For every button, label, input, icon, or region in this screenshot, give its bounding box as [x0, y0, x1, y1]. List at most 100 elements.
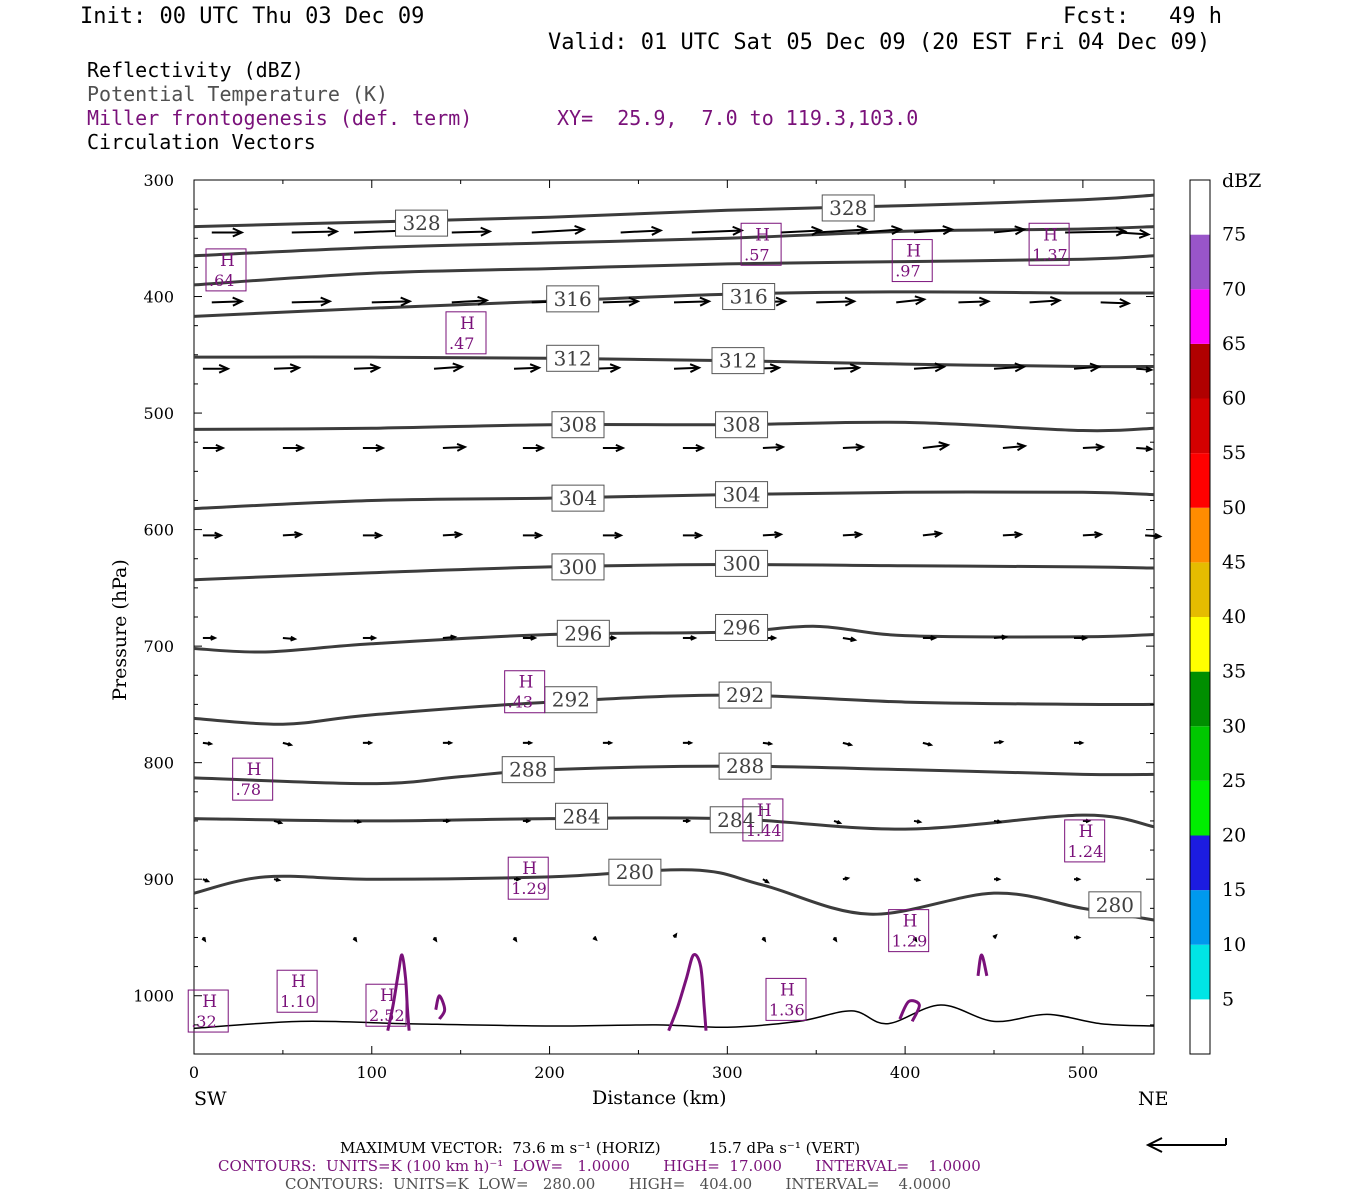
- circulation-vector-head: [609, 363, 622, 373]
- circulation-vector-head: [933, 530, 944, 538]
- theta-contour-label: 308: [559, 413, 597, 437]
- circulation-vector-head: [432, 937, 438, 943]
- y-tick-label: 600: [143, 521, 174, 540]
- circulation-vector-head: [480, 226, 493, 237]
- circulation-vector-head: [215, 443, 226, 453]
- circulation-vector-head: [995, 876, 1002, 882]
- frontogenesis-max-box: [1064, 819, 1106, 863]
- frontogenesis-max-marker: H: [202, 992, 217, 1012]
- x-tick-label: 100: [357, 1063, 388, 1082]
- colorbar-swatch: [1190, 890, 1210, 945]
- colorbar-level-label: 10: [1222, 934, 1246, 956]
- circulation-vector-head: [214, 531, 224, 540]
- frontogenesis-max-value: .57: [744, 245, 769, 264]
- circulation-vector-head: [456, 442, 468, 452]
- circulation-vector: [620, 229, 661, 234]
- colorbar-swatch: [1190, 453, 1210, 508]
- colorbar-level-label: 15: [1222, 879, 1246, 901]
- colorbar-swatch: [1190, 180, 1210, 235]
- colorbar-swatch: [1190, 835, 1210, 891]
- frontogenesis-max-box: [1028, 222, 1070, 266]
- frontogenesis-max-value: .43: [508, 693, 533, 712]
- theta-contour: [193, 764, 1155, 786]
- circulation-vector: [1136, 447, 1152, 451]
- legend-vectors: Circulation Vectors: [87, 130, 316, 154]
- frontogenesis-max-box: [276, 969, 318, 1013]
- circulation-vector-head: [445, 818, 452, 824]
- colorbar-swatch: [1190, 343, 1210, 399]
- circulation-vector-head: [694, 531, 704, 540]
- circulation-vector: [531, 228, 584, 234]
- circulation-vector-head: [574, 224, 587, 235]
- valid-time: Valid: 01 UTC Sat 05 Dec 09 (20 EST Fri …: [548, 30, 1211, 55]
- circulation-vector: [451, 299, 487, 304]
- theta-contour: [193, 193, 1155, 229]
- circulation-vector-head: [651, 225, 664, 236]
- circulation-vector: [860, 228, 901, 234]
- circulation-vector-head: [232, 296, 245, 307]
- circulation-vector: [282, 533, 301, 537]
- circulation-vector-head: [1145, 445, 1154, 452]
- circulation-vector: [353, 366, 380, 370]
- theta-label-box: [551, 553, 605, 581]
- theta-contour-label: 288: [726, 754, 764, 778]
- circulation-vector: [442, 533, 461, 537]
- theta-contour: [193, 420, 1155, 433]
- circulation-vector: [291, 230, 337, 234]
- theta-contour-label: 312: [554, 346, 592, 370]
- circulation-vector-head: [914, 295, 927, 306]
- circulation-vector-head: [374, 531, 384, 540]
- colorbar-swatch: [1190, 617, 1210, 672]
- theta-contour: [193, 693, 1155, 726]
- theta-contour-label: 300: [559, 555, 597, 579]
- circulation-vector-head: [1081, 635, 1089, 641]
- theta-contour-label: 288: [509, 758, 547, 782]
- frontogenesis-max-value: 1.29: [511, 879, 547, 898]
- theta-contour-label: 316: [554, 287, 592, 311]
- circulation-vector-head: [847, 742, 854, 747]
- frontogenesis-contour: [434, 994, 447, 1020]
- circulation-vector: [922, 532, 941, 537]
- colorbar-swatch: [1190, 398, 1210, 454]
- circulation-vector: [913, 365, 945, 370]
- circulation-vector-head: [1094, 531, 1104, 539]
- theta-label-box: [718, 681, 772, 709]
- y-tick-label: 400: [143, 288, 174, 307]
- circulation-vector-head: [916, 819, 923, 824]
- circulation-vector-head: [689, 363, 702, 373]
- circulation-vector-head: [844, 876, 851, 881]
- circulation-vector: [833, 366, 860, 370]
- colorbar-title: dBZ: [1222, 170, 1262, 192]
- theta-contour: [193, 868, 1155, 922]
- theta-label-box: [715, 481, 769, 509]
- circulation-vector-head: [832, 937, 838, 943]
- circulation-vector-head: [695, 443, 706, 453]
- circulation-vector-head: [891, 225, 904, 236]
- circulation-vector: [1118, 231, 1149, 236]
- theta-label-box: [709, 806, 763, 834]
- circulation-vector-head: [454, 531, 464, 539]
- axis-sw: SW: [194, 1088, 227, 1110]
- circulation-vector-head: [1119, 298, 1132, 309]
- circulation-vector-head: [934, 362, 947, 373]
- circulation-vector-head: [850, 636, 858, 643]
- frontogenesis-max-box: [504, 670, 546, 714]
- circulation-vector-head: [367, 740, 374, 746]
- theta-contour: [193, 355, 1155, 369]
- circulation-vector: [433, 365, 463, 370]
- colorbar-swatch: [1190, 289, 1210, 344]
- theta-label-box: [544, 686, 598, 714]
- circulation-vector-head: [592, 936, 598, 942]
- circulation-vector: [913, 228, 953, 234]
- reference-vector-head: [1145, 1137, 1163, 1153]
- colorbar-swatch: [1190, 999, 1210, 1054]
- theta-label-box: [546, 285, 600, 313]
- colorbar-level-label: 65: [1222, 333, 1246, 355]
- frontogenesis-max-box: [891, 239, 933, 283]
- circulation-vector-head: [287, 742, 294, 747]
- colorbar-swatch: [1190, 944, 1210, 1000]
- circulation-vector-head: [450, 634, 458, 641]
- circulation-vector: [1002, 445, 1025, 450]
- theta-contour-label: 292: [726, 683, 764, 707]
- circulation-vector-head: [534, 531, 544, 540]
